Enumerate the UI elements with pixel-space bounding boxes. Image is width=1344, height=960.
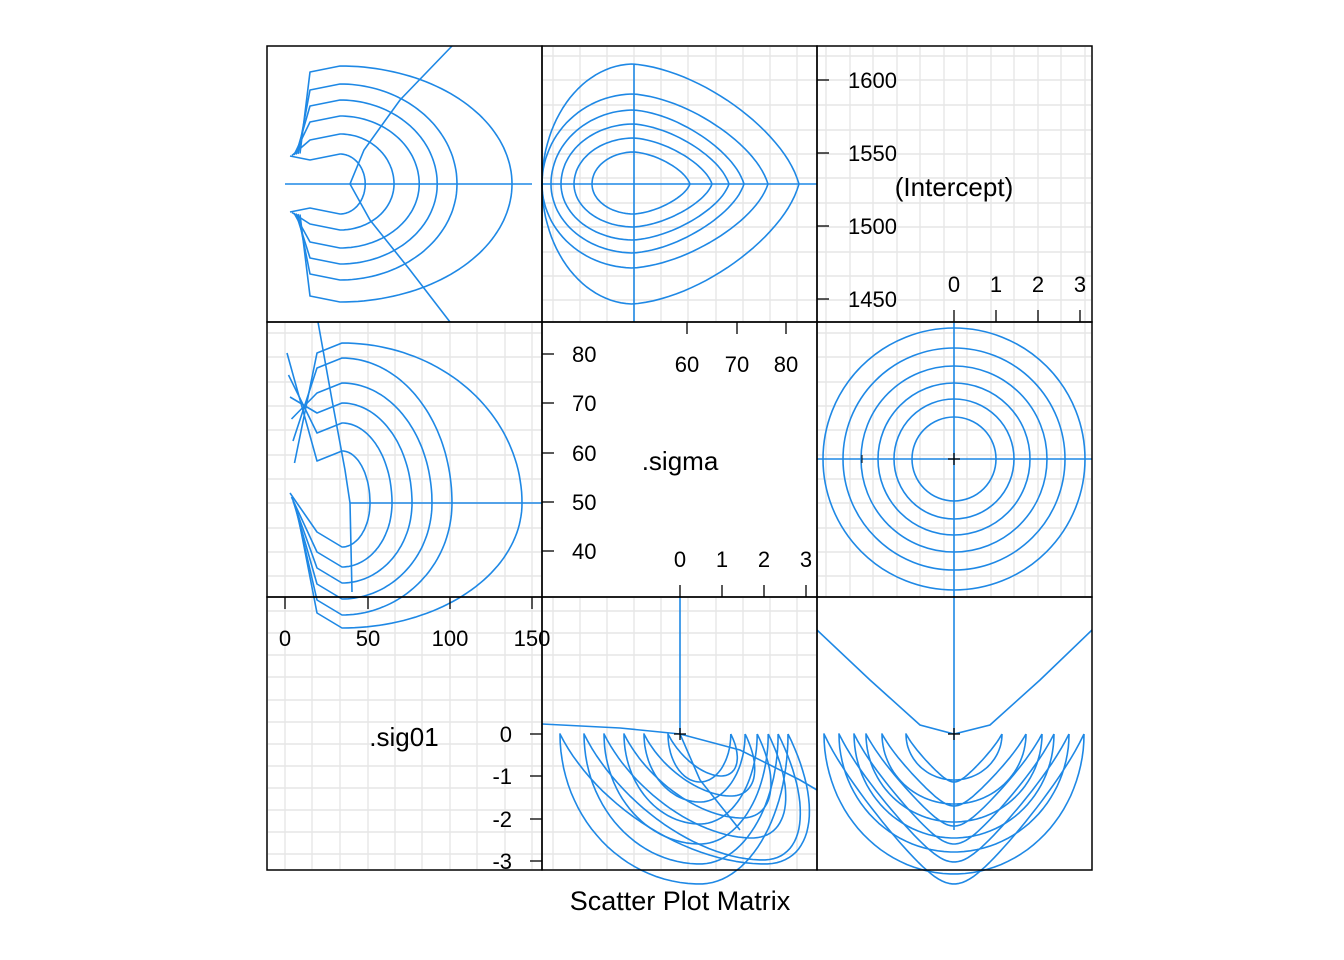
x-axis-title: Scatter Plot Matrix [570, 886, 791, 916]
x-tick-label: 3 [800, 547, 812, 572]
contour-level-3 [560, 123, 730, 241]
x-tick-label: 2 [758, 547, 770, 572]
contour-level-5 [297, 83, 458, 281]
contour-level-2 [881, 733, 1027, 807]
contour-level-2 [573, 137, 713, 228]
profile-trace [541, 723, 818, 791]
y-tick-label: 40 [572, 539, 596, 564]
profile-trace [317, 321, 353, 593]
x-tick-label: 150 [514, 626, 551, 651]
variable-label-sig01: .sig01 [369, 722, 438, 752]
contour-level-6 [559, 733, 811, 885]
y-tick-label: 1550 [848, 141, 897, 166]
x-tick-label: 2 [1032, 272, 1044, 297]
x-tick-label: 100 [432, 626, 469, 651]
panel-frame [816, 596, 1093, 871]
contour-level-4 [603, 733, 787, 845]
x-tick-label: 50 [356, 626, 380, 651]
y-tick-label: -2 [492, 807, 512, 832]
x-tick-label: 70 [725, 352, 749, 377]
y-tick-label: -3 [492, 849, 512, 874]
variable-label-sigma: .sigma [642, 446, 719, 476]
x-tick-label: 1 [990, 272, 1002, 297]
contour-level-5 [838, 733, 1070, 863]
x-tick-label: 0 [279, 626, 291, 651]
y-tick-label: 1600 [848, 68, 897, 93]
variable-label-intercept: (Intercept) [895, 172, 1014, 202]
y-tick-label: 50 [572, 490, 596, 515]
x-tick-label: 80 [774, 352, 798, 377]
profile-trace [679, 733, 741, 831]
y-tick-label: -1 [492, 764, 512, 789]
contour-level-6 [293, 342, 523, 629]
y-tick-label: 1450 [848, 287, 897, 312]
contour-level-1 [667, 733, 739, 783]
contour-level-6 [823, 733, 1085, 885]
x-tick-label: 60 [675, 352, 699, 377]
contour-level-5 [541, 93, 769, 269]
contour-layer [285, 45, 1093, 885]
x-tick-label: 0 [674, 547, 686, 572]
y-tick-label: 60 [572, 441, 596, 466]
contour-level-1 [905, 733, 1003, 783]
y-tick-label: 70 [572, 391, 596, 416]
y-tick-label: 80 [572, 342, 596, 367]
x-tick-label: 1 [716, 547, 728, 572]
contour-level-2 [643, 733, 756, 803]
contour-level-5 [583, 733, 802, 865]
profile-trace [349, 45, 453, 323]
x-tick-label: 0 [948, 272, 960, 297]
x-tick-label: 3 [1074, 272, 1086, 297]
contour-level-2 [291, 133, 395, 231]
contour-level-4 [295, 99, 439, 265]
y-tick-label: 1500 [848, 214, 897, 239]
y-tick-label: 0 [500, 722, 512, 747]
